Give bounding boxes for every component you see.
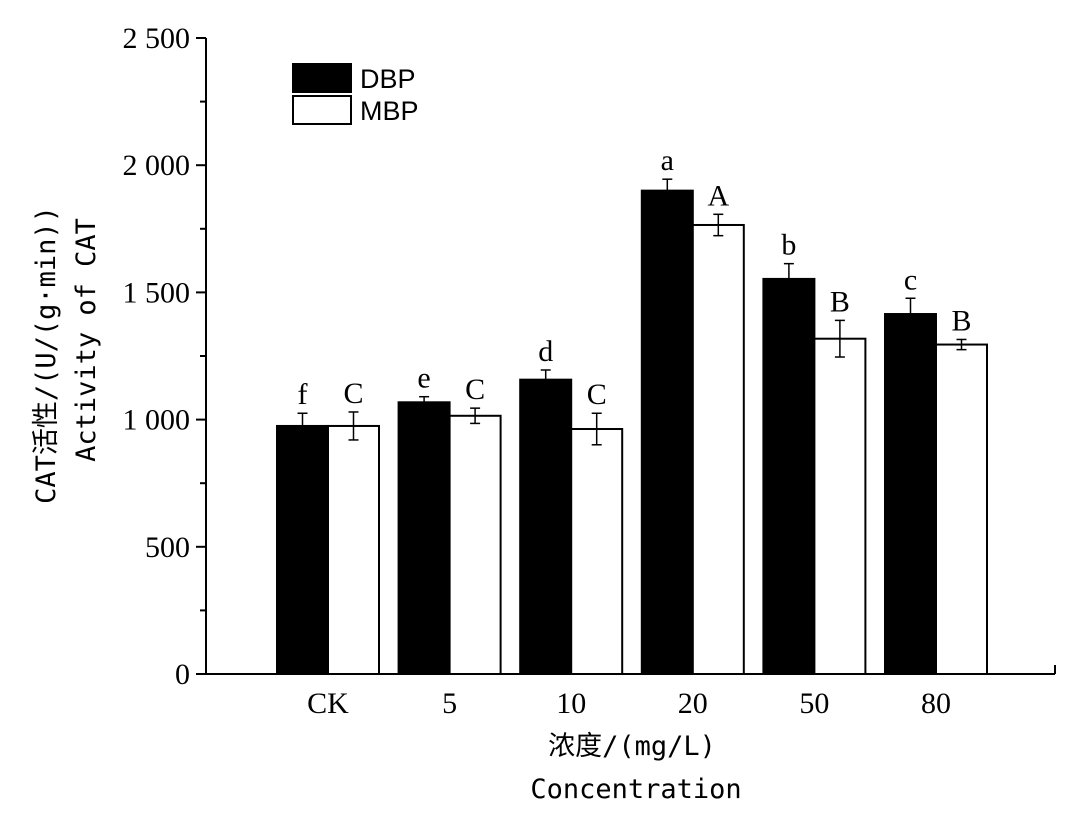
significance-label: a — [661, 144, 674, 177]
x-tick-label: 50 — [799, 687, 829, 720]
bar-dbp-80 — [884, 313, 937, 675]
legend-swatch-dbp — [292, 63, 352, 93]
bar-mbp-80 — [935, 343, 988, 675]
x-axis-title-line1: 浓度/(mg/L) — [548, 731, 716, 762]
legend-swatch-mbp — [292, 95, 352, 125]
legend-label-dbp: DBP — [360, 64, 416, 94]
bar-dbp-10 — [519, 378, 573, 675]
significance-label: B — [951, 304, 971, 337]
significance-label: C — [343, 377, 363, 410]
significance-label: e — [417, 362, 430, 395]
x-tick-label: 5 — [442, 687, 457, 720]
y-tick-label: 0 — [175, 658, 190, 691]
y-axis-title-line2: Activity of CAT — [71, 218, 102, 462]
legend-label-mbp: MBP — [360, 96, 419, 126]
axes-layer: CK 5 10 20 50 80 0 500 1 000 1 500 2 000 2 500 — [123, 22, 1056, 720]
significance-label: C — [465, 373, 485, 406]
y-axis-title: CAT活性/(U/(g·min)) — [31, 206, 62, 504]
bar-dbp-ck — [276, 424, 329, 675]
significance-label: f — [298, 378, 308, 411]
significance-label: b — [781, 229, 796, 262]
x-tick-label: 80 — [921, 687, 951, 720]
x-tick-label: 20 — [678, 687, 708, 720]
y-tick-label: 2 000 — [123, 149, 191, 182]
bars-layer — [276, 189, 988, 675]
x-tick-label: 10 — [556, 687, 586, 720]
significance-label: B — [830, 285, 850, 318]
y-tick-label: 500 — [145, 531, 190, 564]
significance-label: c — [904, 263, 917, 296]
y-tick-label: 2 500 — [123, 22, 191, 55]
error-bars-layer — [297, 178, 967, 446]
bar-dbp-20 — [640, 189, 694, 675]
bar-mbp-5 — [448, 414, 502, 675]
bar-dbp-5 — [397, 401, 451, 675]
y-tick-label: 1 500 — [123, 276, 191, 309]
bar-dbp-50 — [762, 277, 816, 675]
significance-label: A — [707, 179, 729, 212]
y-axis-title-english: Activity of CAT — [71, 218, 102, 462]
significance-label: d — [538, 335, 553, 368]
bar-mbp-50 — [813, 337, 867, 675]
significance-label: C — [587, 378, 607, 411]
x-axis-title-line2: Concentration — [530, 774, 741, 805]
y-tick-label: 1 000 — [123, 404, 191, 437]
bar-mbp-ck — [327, 424, 380, 675]
x-tick-label: CK — [307, 687, 349, 720]
bar-mbp-10 — [570, 428, 624, 675]
y-axis-title-line1: CAT活性/(U/(g·min)) — [31, 206, 62, 504]
bar-mbp-20 — [691, 223, 745, 675]
